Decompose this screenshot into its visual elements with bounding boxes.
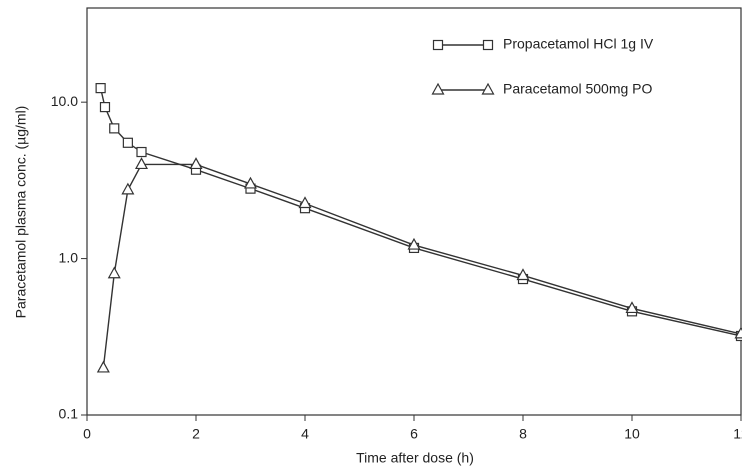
- marker: [99, 102, 111, 113]
- marker: [134, 157, 149, 170]
- marker: [298, 196, 312, 209]
- x-tick-label: 12: [733, 426, 742, 442]
- marker: [96, 360, 110, 373]
- y-tick-label: 1.0: [59, 249, 79, 265]
- marker: [122, 137, 133, 148]
- legend-marker: [431, 82, 445, 95]
- marker: [121, 182, 135, 195]
- legend-marker: [482, 39, 494, 51]
- marker: [107, 266, 121, 279]
- y-axis-label: Paracetamol plasma conc. (µg/ml): [13, 106, 29, 319]
- marker: [136, 146, 147, 158]
- y-tick-label: 0.1: [59, 406, 79, 422]
- x-tick-label: 10: [624, 426, 640, 442]
- x-tick-label: 2: [192, 426, 200, 442]
- x-tick-label: 0: [83, 426, 91, 442]
- marker: [734, 326, 742, 339]
- marker: [189, 157, 203, 170]
- x-axis-label: Time after dose (h): [356, 450, 474, 466]
- marker: [625, 301, 639, 314]
- marker: [516, 268, 530, 281]
- x-tick-label: 6: [410, 426, 418, 442]
- legend-marker: [432, 39, 444, 51]
- legend-label: Paracetamol 500mg PO: [503, 81, 653, 97]
- x-tick-label: 4: [301, 426, 309, 442]
- x-tick-label: 8: [519, 426, 527, 442]
- marker: [407, 237, 421, 250]
- marker: [243, 176, 258, 189]
- y-tick-label: 10.0: [51, 93, 78, 109]
- marker: [109, 123, 120, 134]
- series-line: [102, 163, 742, 368]
- plot-frame: [86, 7, 742, 416]
- series-line: [99, 87, 742, 337]
- marker: [95, 83, 106, 94]
- legend-marker: [481, 82, 495, 95]
- legend-label: Propacetamol HCl 1g IV: [503, 36, 654, 52]
